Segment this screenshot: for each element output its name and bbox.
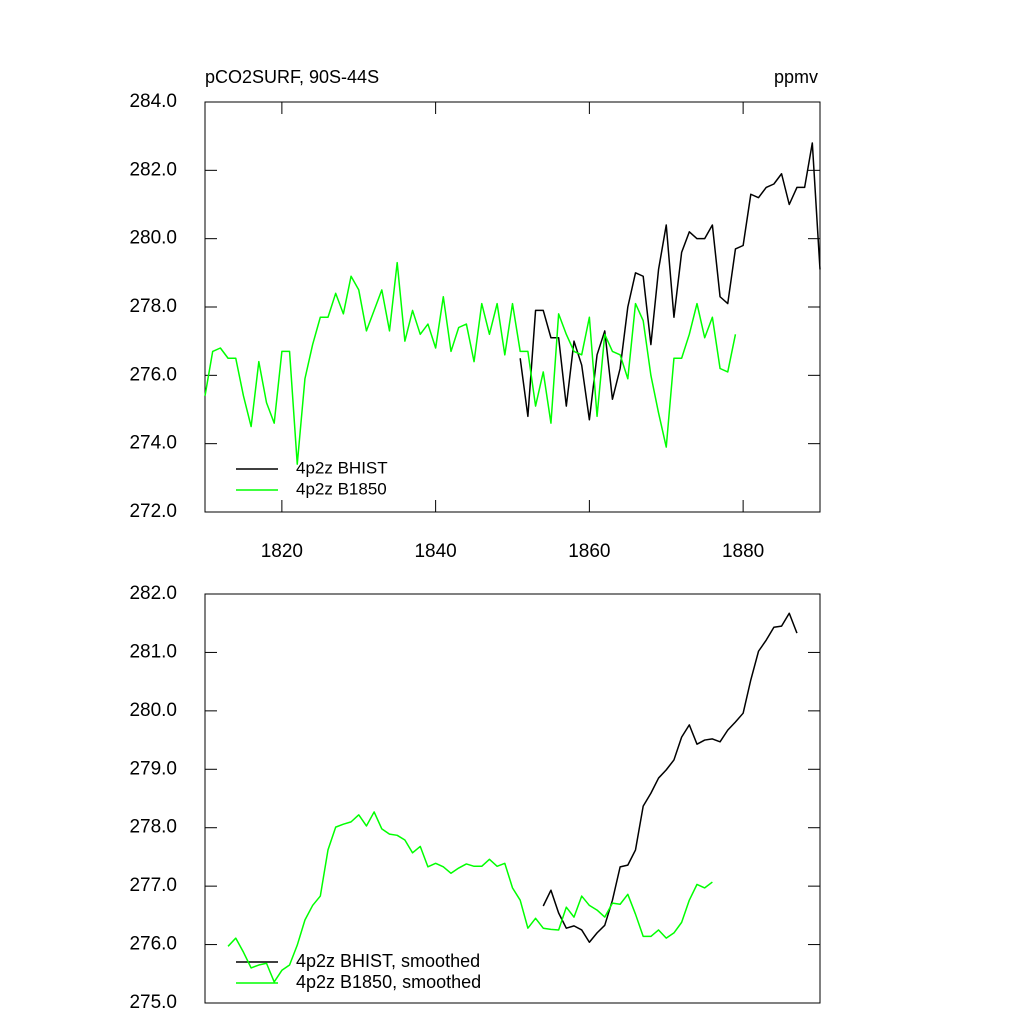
legend-label: 4p2z BHIST, smoothed bbox=[296, 951, 480, 971]
y-tick-label: 275.0 bbox=[129, 992, 177, 1013]
series-line bbox=[204, 261, 737, 465]
y-tick-label: 281.0 bbox=[129, 641, 177, 662]
x-tick-label: 1860 bbox=[568, 541, 610, 562]
chart-title: pCO2SURF, 90S-44S bbox=[205, 67, 379, 87]
y-tick-label: 282.0 bbox=[129, 583, 177, 604]
y-tick-label: 279.0 bbox=[129, 758, 177, 779]
y-tick-label: 278.0 bbox=[129, 817, 177, 838]
y-tick-label: 272.0 bbox=[129, 501, 177, 522]
y-tick-label: 277.0 bbox=[129, 875, 177, 896]
y-tick-label: 280.0 bbox=[129, 228, 177, 249]
x-tick-label: 1820 bbox=[261, 541, 303, 562]
y-tick-label: 282.0 bbox=[129, 159, 177, 180]
x-tick-label: 1880 bbox=[722, 541, 764, 562]
series-line bbox=[519, 142, 821, 421]
y-tick-label: 274.0 bbox=[129, 433, 177, 454]
series-line bbox=[542, 612, 798, 943]
y-tick-label: 280.0 bbox=[129, 700, 177, 721]
y-tick-label: 284.0 bbox=[129, 91, 177, 112]
x-tick-label: 1840 bbox=[414, 541, 456, 562]
y-tick-label: 276.0 bbox=[129, 934, 177, 955]
y-tick-label: 276.0 bbox=[129, 364, 177, 385]
series-line bbox=[227, 811, 713, 983]
units-label: ppmv bbox=[774, 67, 818, 87]
legend-label: 4p2z B1850 bbox=[296, 479, 387, 498]
y-tick-label: 278.0 bbox=[129, 296, 177, 317]
legend-label: 4p2z B1850, smoothed bbox=[296, 972, 481, 992]
legend-label: 4p2z BHIST bbox=[296, 458, 388, 477]
plot-frame bbox=[204, 593, 821, 1004]
